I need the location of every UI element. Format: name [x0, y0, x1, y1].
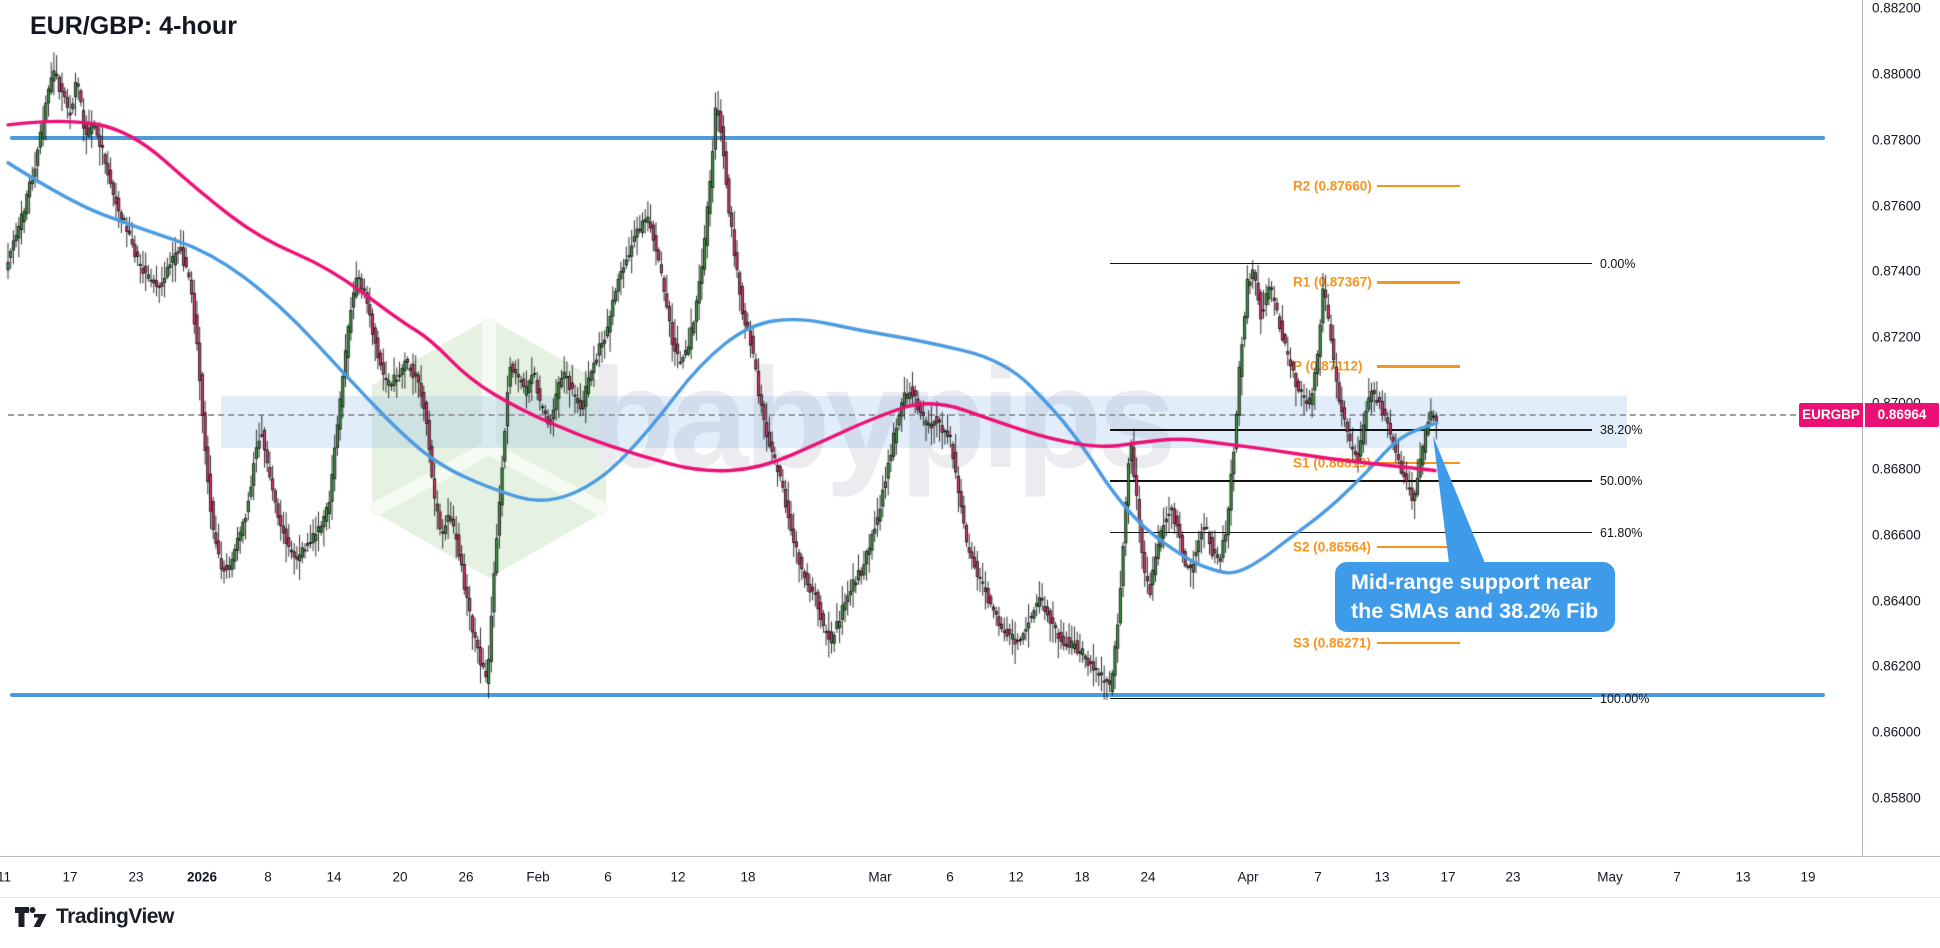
price-axis[interactable]: 0.88200 0.88000 0.87800 0.87600 0.87400 0.872…: [1862, 0, 1940, 856]
time-axis-label: Mar: [868, 869, 892, 885]
time-axis[interactable]: 11172320268142026Feb61218Mar6121824Apr71…: [0, 856, 1940, 898]
time-axis-label: 13: [1735, 869, 1751, 885]
time-axis-label: Feb: [526, 869, 550, 885]
time-axis-label: 13: [1374, 869, 1390, 885]
time-axis-label: May: [1597, 869, 1623, 885]
time-axis-label: 18: [740, 869, 756, 885]
time-axis-label: 24: [1140, 869, 1156, 885]
time-axis-label: 20: [392, 869, 408, 885]
callout-line-2: the SMAs and 38.2% Fib: [1351, 599, 1599, 623]
price-axis-label: 0.87800: [1872, 132, 1921, 148]
time-axis-label: Apr: [1237, 869, 1259, 885]
time-axis-label: 12: [670, 869, 686, 885]
time-axis-label: 18: [1074, 869, 1090, 885]
time-axis-label: 12: [1008, 869, 1024, 885]
callout-line-1: Mid-range support near: [1351, 570, 1592, 594]
page-title: EUR/GBP: 4-hour: [30, 12, 237, 40]
tradingview-logo[interactable]: TradingView: [14, 905, 174, 929]
price-axis-label: 0.87400: [1872, 263, 1921, 279]
price-axis-label: 0.86400: [1872, 593, 1921, 608]
time-axis-label: 23: [128, 869, 144, 885]
price-axis-label: 0.86000: [1872, 724, 1921, 740]
time-axis-label: 17: [62, 869, 78, 885]
price-axis-label: 0.88200: [1872, 0, 1921, 16]
time-axis-label: 7: [1314, 869, 1322, 885]
callout-annotation[interactable]: Mid-range support near the SMAs and 38.2…: [1335, 562, 1615, 632]
time-axis-label: 14: [326, 869, 342, 885]
price-tag-value: 0.86964: [1865, 402, 1939, 427]
plot-area[interactable]: babypips 0.00%38.20%50.00%61.80%100.00% …: [0, 0, 1862, 856]
price-axis-label: 0.88000: [1872, 66, 1921, 82]
time-axis-label: 7: [1673, 869, 1681, 885]
time-axis-label: 6: [604, 869, 612, 885]
candlestick-canvas: [0, 0, 1862, 856]
price-axis-label: 0.86800: [1872, 461, 1921, 477]
time-axis-label: 11: [0, 869, 12, 885]
tradingview-logo-text: TradingView: [56, 905, 174, 928]
tradingview-logo-icon: [15, 907, 47, 927]
price-axis-label: 0.86600: [1872, 527, 1921, 543]
time-axis-label: 26: [458, 869, 474, 885]
price-tag-symbol: EURGBP: [1799, 402, 1863, 427]
time-axis-label: 2026: [186, 869, 218, 885]
time-axis-label: 23: [1505, 869, 1521, 885]
price-axis-label: 0.85800: [1872, 790, 1921, 806]
price-tag-divider: [1863, 402, 1865, 427]
price-axis-label: 0.87600: [1872, 198, 1921, 213]
last-price-tag: EURGBP 0.86964: [1799, 402, 1939, 427]
time-axis-label: 19: [1800, 869, 1816, 885]
price-axis-label: 0.87200: [1872, 329, 1921, 345]
time-axis-label: 6: [946, 869, 954, 885]
time-axis-label: 8: [264, 869, 272, 885]
price-axis-label: 0.86200: [1872, 658, 1921, 674]
time-axis-label: 17: [1440, 869, 1456, 885]
